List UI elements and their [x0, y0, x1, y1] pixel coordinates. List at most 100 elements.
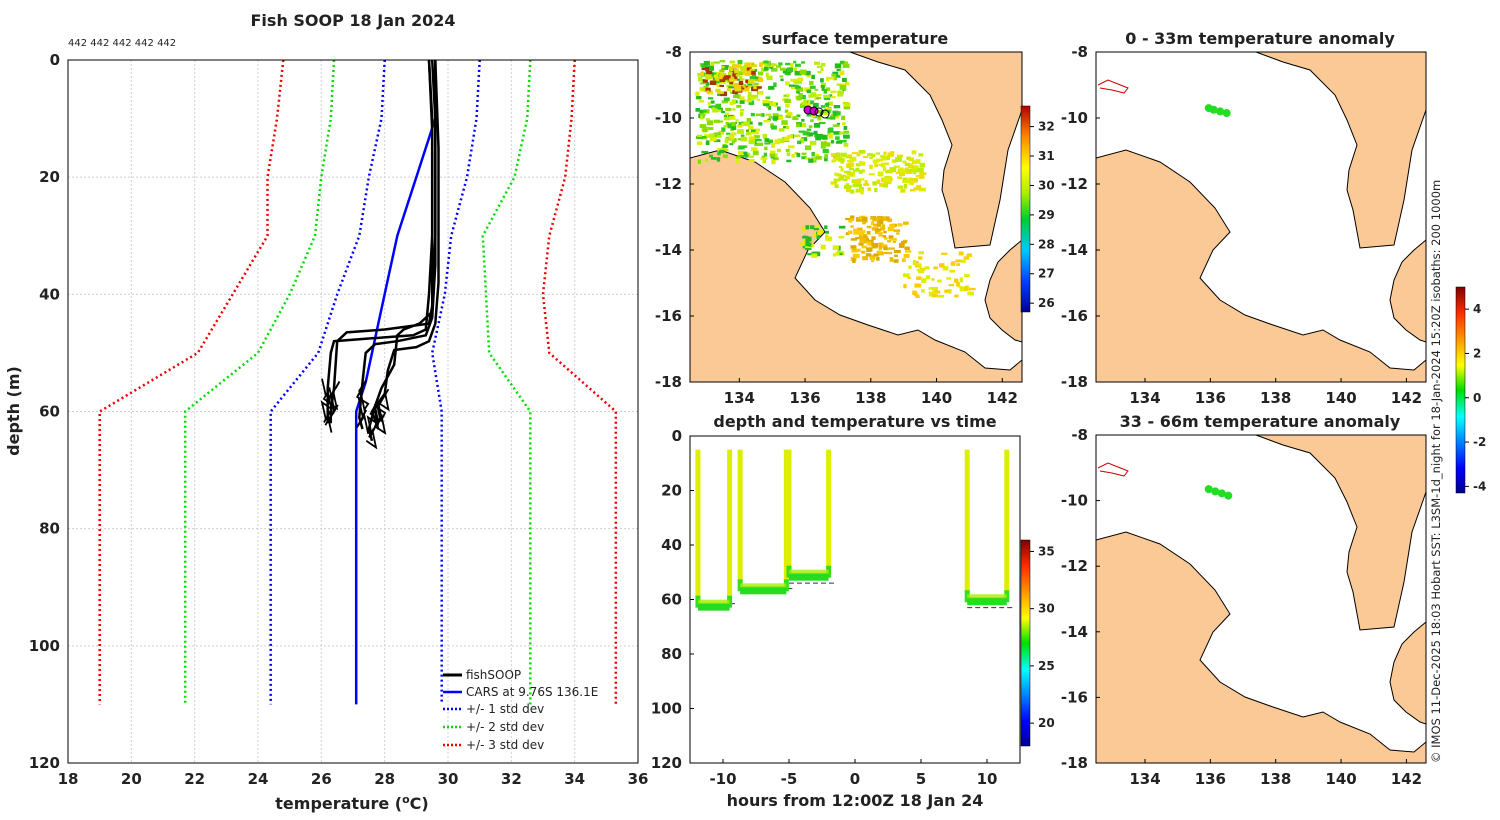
sst-pixel: [711, 107, 717, 110]
sst-pixel: [721, 65, 725, 69]
sst-pixel: [801, 118, 805, 122]
sst-pixel: [919, 162, 925, 168]
anomaly-point: [1216, 107, 1225, 116]
sst-pixel: [817, 71, 822, 74]
sst-pixel: [718, 74, 724, 78]
sst-pixel: [903, 253, 910, 258]
colorbar-tick-label: 27: [1038, 267, 1055, 281]
sst-pixel: [845, 232, 850, 236]
map-xtick-label: 142: [987, 389, 1018, 407]
sst-pixel: [904, 246, 910, 250]
anom2-isobath: [1097, 462, 1129, 477]
sst-pixel: [757, 91, 764, 95]
map-ytick-label: -14: [655, 241, 682, 259]
sst-pixel: [949, 270, 955, 273]
sst-pixel: [795, 63, 801, 67]
sst-pixel: [771, 67, 778, 72]
sst-pixel: [796, 96, 802, 101]
sst-pixel: [728, 116, 736, 120]
sst-pixel: [712, 109, 718, 113]
sst-pixel: [705, 140, 710, 146]
sst-pixel: [900, 168, 907, 174]
sst-pixel: [843, 178, 848, 182]
anom2-land-cape: [1389, 621, 1426, 725]
sst-pixel: [735, 74, 740, 77]
sst-pixel: [893, 259, 899, 263]
sst-pixel: [729, 82, 735, 88]
anom1-land-bottom: [1096, 149, 1426, 382]
sst-pixel: [723, 114, 728, 119]
sst-pixel: [797, 77, 804, 81]
sst-pixel: [941, 252, 948, 255]
sst-pixel: [832, 124, 840, 127]
sst-pixel: [903, 183, 908, 189]
sst-pixel: [738, 155, 745, 158]
sst-pixel: [731, 99, 737, 105]
map-ytick-label: -8: [665, 43, 682, 61]
sst-pixel: [777, 106, 781, 111]
sst-pixel: [903, 221, 909, 225]
sst-pixel: [732, 89, 738, 95]
sst-pixel: [784, 98, 791, 104]
profile-xtick-label: 28: [374, 770, 395, 788]
sst-pixel: [785, 104, 790, 108]
sst-pixel: [801, 152, 807, 155]
sst-pixel: [924, 266, 930, 270]
sst-pixel: [789, 84, 796, 87]
legend-label-3sd: +/- 3 std dev: [466, 738, 544, 752]
sst-pixel: [871, 153, 876, 158]
sst-pixel: [735, 156, 741, 159]
sst-pixel: [768, 85, 775, 90]
sst-pixel: [879, 227, 886, 231]
map-xtick-label: 138: [855, 389, 886, 407]
sst-pixel: [889, 167, 897, 173]
map-xtick-label: 136: [1195, 389, 1226, 407]
sst-pixel: [742, 68, 750, 73]
sst-pixel: [732, 108, 736, 111]
sst-pixel: [763, 60, 769, 64]
sst-pixel: [844, 61, 848, 65]
sst-pixel: [897, 223, 903, 227]
ts-bottom-band: [789, 572, 829, 581]
sst-pixel: [816, 97, 822, 100]
sst-pixel: [878, 163, 884, 167]
sst-pixel: [861, 169, 865, 173]
colorbar-tick-label: 28: [1038, 237, 1055, 251]
sst-pixel: [696, 141, 703, 145]
sst-pixel: [964, 274, 970, 277]
sst-pixel: [825, 142, 831, 147]
map-xtick-label: 136: [789, 389, 820, 407]
sst-pixel: [883, 177, 891, 182]
sst-pixel: [750, 112, 755, 117]
sst-pixel: [808, 125, 813, 128]
sst-pixel: [743, 145, 748, 148]
sst-pixel: [725, 107, 732, 111]
anomaly-point: [1204, 485, 1213, 494]
sst-pixel: [838, 225, 846, 229]
sst-pixel: [907, 276, 911, 279]
sst-pixel: [778, 62, 783, 66]
profile-ytick-label: 60: [39, 403, 60, 421]
sst-pixel: [791, 153, 795, 158]
sst-pixel: [958, 251, 964, 256]
sst-pixel: [721, 111, 726, 114]
colorbar-tick-label: -4: [1473, 479, 1486, 493]
profile-line-cars-at-9-76s-136-1e: [354, 60, 437, 705]
sst-pixel: [713, 61, 720, 64]
sst-pixel: [833, 178, 837, 182]
sst-pixel: [700, 115, 704, 120]
sst-pixel: [834, 172, 839, 176]
sst-pixel: [896, 154, 903, 158]
sst-pixel: [767, 118, 771, 122]
profile-xtick-label: 24: [248, 770, 269, 788]
sst-pixel: [883, 151, 887, 155]
sst-pixel: [719, 72, 727, 76]
anom2-title: 33 - 66m temperature anomaly: [1120, 412, 1401, 431]
sst-pixel: [814, 61, 821, 65]
sst-pixel: [816, 94, 822, 97]
fishsoop-cast-noise: [365, 401, 382, 450]
sst-pixel: [737, 129, 744, 134]
ts-data: [695, 449, 1013, 611]
sst-pixel: [956, 282, 960, 287]
sst-pixel: [844, 82, 850, 86]
